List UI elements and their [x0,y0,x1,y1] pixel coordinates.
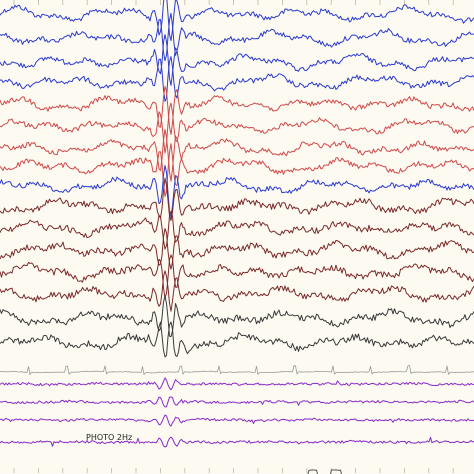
dark-group-trace [0,321,474,358]
blue-group-2-trace [0,165,474,218]
dark-group-trace [0,295,474,338]
emg-group-trace [0,377,474,391]
emg-group-trace [0,414,474,427]
brown-group-trace [0,210,474,250]
photic-stimulation-label: PHOTO 2Hz [86,433,133,442]
brown-group-trace [0,177,474,221]
brown-group-trace [0,270,474,312]
red-group-trace [0,129,474,182]
blue-group-1-trace [0,34,474,86]
emg-group-trace [0,436,474,448]
blue-group-1-trace [0,12,474,62]
red-group-trace [0,143,474,197]
photic-channel-trace [307,469,342,474]
brown-group-trace [0,228,474,270]
blue-group-1-trace [0,0,474,42]
emg-group-trace [0,396,474,408]
red-group-trace [0,86,474,135]
ecg-channel-trace [0,365,474,375]
red-group-trace [0,102,474,154]
brown-group-trace [0,254,474,299]
blue-group-1-trace [0,56,474,102]
